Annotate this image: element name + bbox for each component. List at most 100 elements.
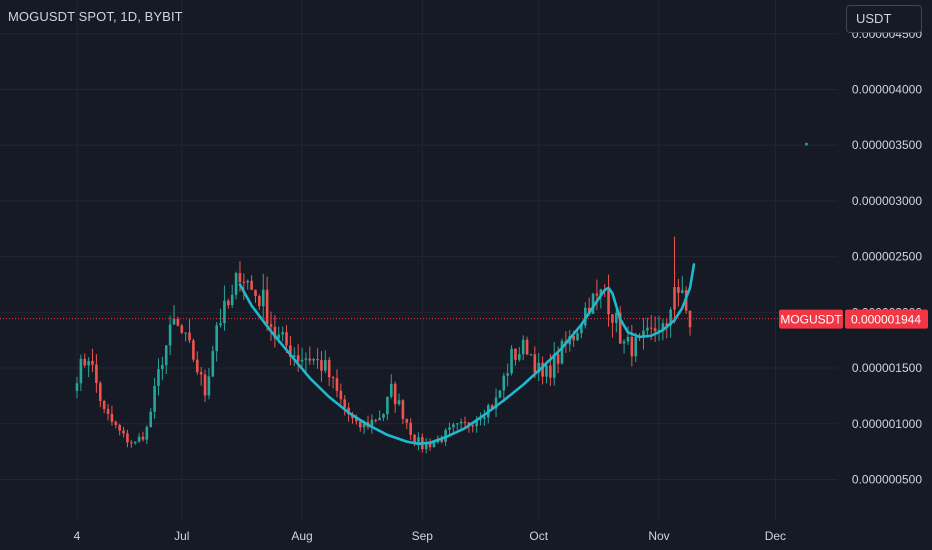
candle-body xyxy=(463,421,467,423)
candle-body xyxy=(355,418,358,422)
x-tick-label: Nov xyxy=(648,529,669,543)
candle-body xyxy=(362,422,366,428)
candle-body xyxy=(471,425,475,427)
candle-body xyxy=(560,341,564,364)
candle-body xyxy=(223,300,226,324)
candle-body xyxy=(580,325,583,334)
candle-body xyxy=(615,312,618,323)
candle-body xyxy=(545,365,548,377)
candle-body xyxy=(172,318,176,325)
price-tag-symbol: MOGUSDT xyxy=(780,313,842,327)
candle-body xyxy=(122,430,125,434)
candle-body xyxy=(102,400,106,409)
price-axis[interactable]: 0.000000500 0.000001000 0.000001500 0.00000… xyxy=(852,27,922,487)
x-tick-label: Aug xyxy=(291,529,312,543)
y-tick-label: 0.000004000 xyxy=(852,82,922,96)
candle-body xyxy=(281,332,284,335)
candle-body xyxy=(246,280,250,283)
candle-body xyxy=(634,337,638,357)
candle-body xyxy=(331,377,335,379)
candle-body xyxy=(269,324,273,327)
candle-body xyxy=(277,334,281,339)
currency-button[interactable]: USDT xyxy=(846,5,922,33)
candle-body xyxy=(296,355,300,362)
candle-body xyxy=(188,332,191,341)
candle-body xyxy=(110,413,114,422)
candle-body xyxy=(153,385,156,412)
candle-body xyxy=(180,325,184,333)
candle-body xyxy=(622,341,626,344)
candle-body xyxy=(258,296,261,307)
candle-body xyxy=(389,383,393,397)
candle-body xyxy=(386,396,389,415)
candle-body xyxy=(630,336,634,357)
candle-body xyxy=(145,427,149,440)
candle-body xyxy=(184,332,187,334)
candle-body xyxy=(195,359,199,373)
candle-body xyxy=(234,273,238,295)
candle-body xyxy=(164,345,168,365)
candle-body xyxy=(370,419,374,428)
candle-body xyxy=(479,418,482,420)
candle-body xyxy=(98,383,102,401)
candle-body xyxy=(537,362,541,373)
candle-body xyxy=(591,293,595,314)
candle-body xyxy=(238,273,242,282)
candle-body xyxy=(378,417,381,421)
candle-body xyxy=(576,333,579,341)
candle-body xyxy=(413,434,416,445)
candle-body xyxy=(176,318,180,326)
candle-body xyxy=(452,424,455,428)
candle-body xyxy=(428,443,432,448)
candle-body xyxy=(506,373,509,376)
candle-body xyxy=(316,359,319,361)
y-tick-label: 0.000001500 xyxy=(852,361,922,375)
chart-extras xyxy=(0,142,838,320)
candle-body xyxy=(440,439,444,442)
candle-body xyxy=(502,375,506,391)
candle-body xyxy=(382,414,385,418)
candle-body xyxy=(265,289,269,325)
x-tick-label: Sep xyxy=(412,529,434,543)
candle-body xyxy=(285,332,288,346)
candle-body xyxy=(358,421,362,428)
candle-body xyxy=(518,354,521,360)
candle-body xyxy=(417,437,420,445)
candle-body xyxy=(607,290,610,315)
candle-body xyxy=(219,323,222,326)
x-tick-label: Oct xyxy=(529,529,548,543)
candle-body xyxy=(424,443,428,450)
candle-body xyxy=(459,421,463,424)
candle-body xyxy=(91,360,94,365)
x-tick-label: Jul xyxy=(174,529,189,543)
candle-body xyxy=(161,364,164,370)
candle-body xyxy=(75,383,79,391)
candle-body xyxy=(498,390,502,398)
time-axis[interactable]: 4 Jul Aug Sep Oct Nov Dec xyxy=(74,529,786,543)
candle-body xyxy=(79,358,83,384)
candle-body xyxy=(327,359,331,378)
candle-body xyxy=(261,289,265,307)
candle-body xyxy=(87,360,90,366)
candle-body xyxy=(242,281,246,283)
current-price-tag: MOGUSDT 0.000001944 xyxy=(779,309,928,329)
candle-body xyxy=(397,400,401,405)
candle-body xyxy=(455,423,459,425)
candle-body xyxy=(300,359,304,362)
candle-body xyxy=(393,383,397,405)
candle-body xyxy=(669,309,672,326)
candle-body xyxy=(304,358,308,360)
candle-body xyxy=(533,354,537,373)
candle-body xyxy=(292,355,296,357)
candle-body xyxy=(207,376,211,396)
candle-body xyxy=(475,419,478,427)
candle-body xyxy=(149,411,153,428)
candle-body xyxy=(409,422,412,435)
candle-body xyxy=(324,359,327,371)
candle-body xyxy=(642,330,645,338)
candle-body xyxy=(339,390,343,400)
candles xyxy=(75,236,692,454)
cup-curve xyxy=(238,263,696,446)
